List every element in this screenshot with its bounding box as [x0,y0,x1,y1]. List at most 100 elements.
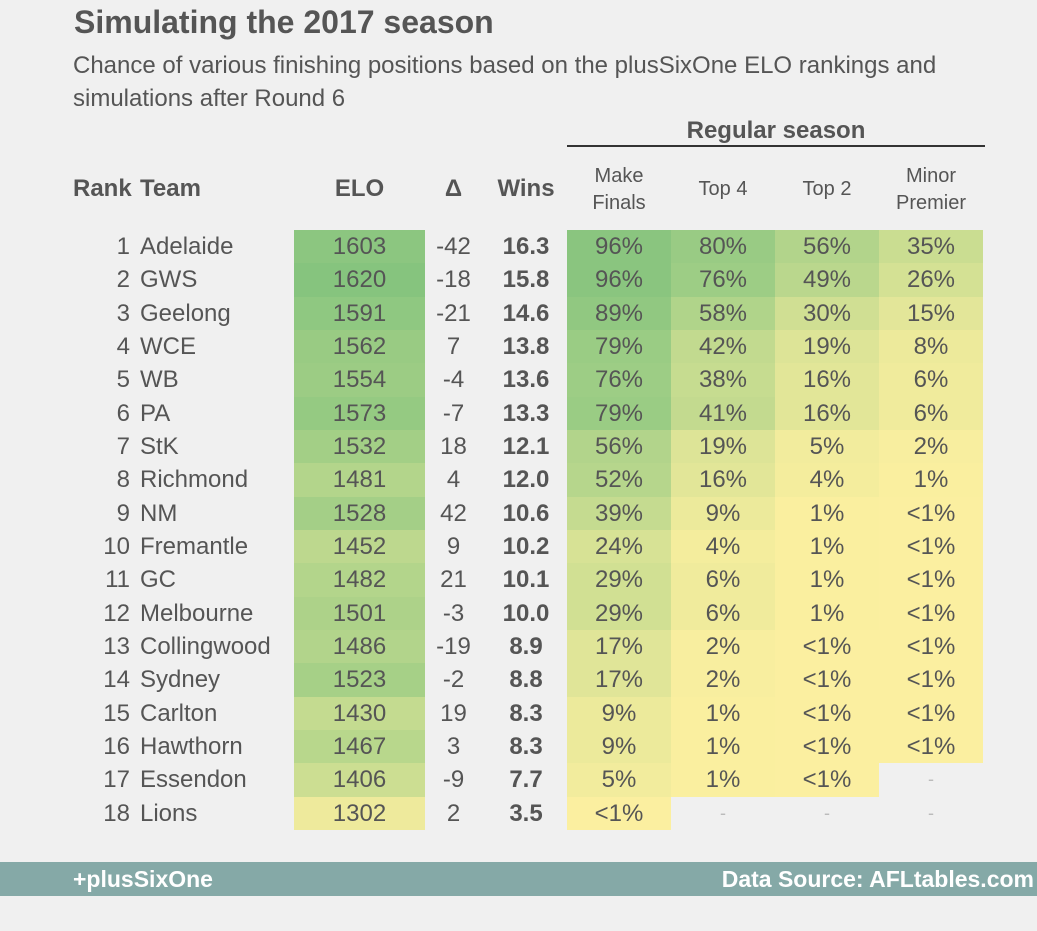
cell-rank: 10 [103,532,130,560]
cell-team: StK [140,432,179,460]
cell-minor: <1% [879,696,983,730]
cell-top4: 58% [671,296,775,330]
cell-delta: 3 [446,732,461,760]
cell-finals: 17% [567,629,671,664]
cell-top4: 9% [671,496,775,530]
cell-elo: 1523 [294,663,425,697]
cell-finals: 56% [567,429,671,464]
column-header-elo: ELO [334,175,385,202]
cell-team: Melbourne [140,599,254,627]
cell-team: Lions [140,799,198,827]
cell-team: WB [140,366,179,394]
cell-wins: 10.1 [502,566,550,594]
cell-minor: 26% [879,263,983,297]
cell-top2: 4% [775,463,879,497]
cell-top2: 16% [775,396,879,430]
cell-elo: 1481 [294,463,425,497]
cell-top4: 2% [671,663,775,697]
cell-rank: 4 [116,332,130,360]
cell-rank: 2 [116,266,130,294]
cell-finals: 24% [567,529,671,564]
cell-rank: 1 [116,233,130,260]
cell-elo: 1482 [294,563,425,597]
cell-team: Sydney [140,666,221,694]
cell-minor: - [928,769,934,790]
cell-wins: 12.0 [502,466,550,494]
cell-minor: 35% [879,230,983,264]
cell-finals: 9% [567,729,671,764]
cell-delta: 7 [446,332,461,360]
cell-finals: <1% [567,796,671,830]
cell-delta: -2 [442,666,465,694]
cell-delta: -4 [442,366,465,394]
column-header-top4: Top 4 [698,178,748,200]
cell-minor: <1% [879,596,983,630]
cell-minor: 8% [879,329,983,364]
cell-elo: 1603 [294,230,425,264]
cell-team: WCE [140,332,196,360]
cell-finals: 52% [567,463,671,497]
group-header-regular-season: Regular season [686,117,866,144]
cell-minor: 1% [879,463,983,497]
column-header-minor-premier-line1: Minor [905,165,956,187]
cell-rank: 5 [116,366,130,394]
cell-delta: -21 [436,299,471,327]
column-header-make-finals-line1: Make [594,165,644,187]
cell-top2: <1% [775,696,879,730]
column-header-make-finals: Make Finals [567,163,671,217]
cell-team: Richmond [140,466,249,494]
cell-finals: 39% [567,496,671,530]
cell-top2: 5% [775,429,879,464]
cell-elo: 1532 [294,429,425,464]
cell-finals: 29% [567,563,671,597]
cell-finals: 9% [567,696,671,730]
cell-top4: 1% [671,729,775,764]
column-header-team: Team [140,175,201,202]
cell-minor: <1% [879,629,983,664]
cell-elo: 1554 [294,363,425,397]
cell-rank: 13 [103,632,130,660]
cell-top4: 42% [671,329,775,364]
cell-team: GC [140,566,176,594]
cell-elo: 1620 [294,263,425,297]
cell-top4: 4% [671,529,775,564]
cell-wins: 3.5 [509,799,543,827]
cell-finals: 96% [567,230,671,264]
cell-rank: 11 [105,566,130,594]
cell-elo: 1430 [294,696,425,730]
cell-top4: - [720,802,726,823]
cell-rank: 17 [103,766,130,794]
cell-finals: 89% [567,296,671,330]
cell-delta: -3 [442,599,465,627]
cell-minor: 2% [879,429,983,464]
column-header-top2: Top 2 [802,178,852,200]
cell-top4: 41% [671,396,775,430]
cell-finals: 76% [567,363,671,397]
cell-team: NM [140,499,178,527]
cell-top2: 1% [775,596,879,630]
cell-top4: 1% [671,763,775,797]
cell-top4: 2% [671,629,775,664]
cell-team: Collingwood [140,632,271,660]
column-header-minor-premier-line2: Premier [895,192,966,214]
cell-team: GWS [140,266,198,294]
cell-wins: 16.3 [502,233,550,260]
cell-top4: 6% [671,563,775,597]
cell-elo: 1452 [294,529,425,564]
cell-wins: 13.6 [502,366,550,394]
footer-bar: +plusSixOne Data Source: AFLtables.com [0,862,1037,896]
cell-team: Hawthorn [140,732,243,760]
cell-top4: 16% [671,463,775,497]
cell-wins: 10.0 [502,599,550,627]
cell-wins: 10.6 [502,499,550,527]
cell-elo: 1467 [294,729,425,764]
column-header-delta: Δ [444,175,463,202]
cell-finals: 5% [567,763,671,797]
cell-top4: 80% [671,230,775,264]
chart-title: Simulating the 2017 season [74,4,494,40]
cell-elo: 1573 [294,396,425,430]
cell-top4: 76% [671,263,775,297]
cell-delta: 21 [440,566,467,594]
cell-wins: 13.3 [502,399,550,427]
cell-minor: <1% [879,529,983,564]
